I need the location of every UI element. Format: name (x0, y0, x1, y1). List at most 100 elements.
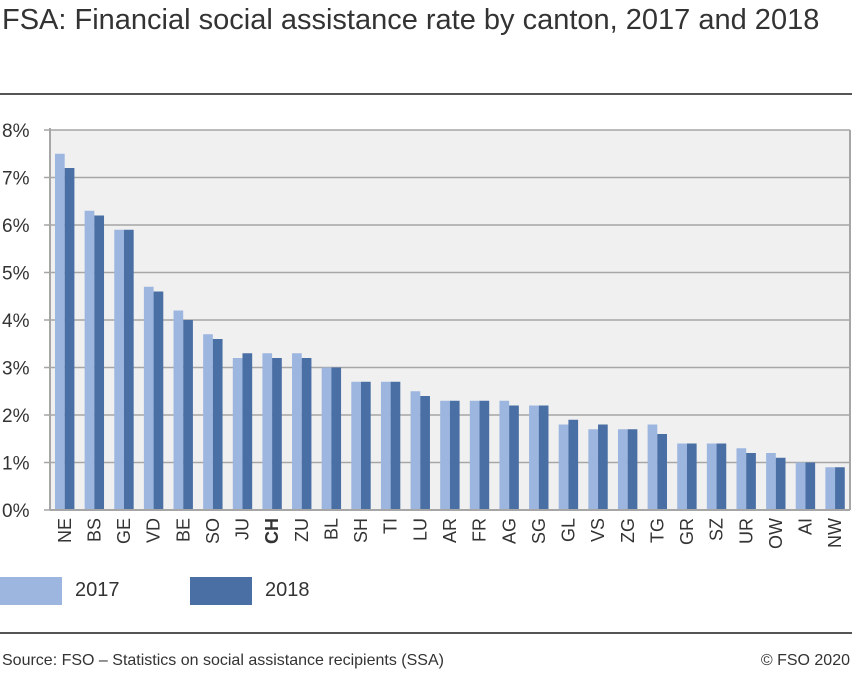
bottom-divider (0, 632, 852, 634)
x-tick-label: TG (647, 518, 667, 543)
bar-2017-NW (825, 467, 836, 510)
bar-chart: 0% 1% 2% 3% 4% 5% 6% 7% 8% NE BS GE VD BE SO JU CH ZU BL SH… (2, 121, 851, 549)
x-tick-label: AR (440, 518, 460, 543)
x-tick-label: BS (84, 518, 104, 542)
x-tick-label: TI (381, 518, 401, 534)
bar-2018-BL (331, 367, 342, 510)
bar-2018-VD (153, 291, 164, 510)
legend-swatch-2018 (190, 577, 252, 605)
x-tick-label: ZU (292, 518, 312, 542)
bar-2018-CH (272, 358, 282, 510)
bar-2018-BS (94, 215, 105, 510)
y-tick-label: 3% (2, 359, 30, 380)
bar-2017-GR (677, 443, 687, 510)
bar-2017-SO (203, 334, 213, 510)
bar-2018-ZG (627, 429, 638, 510)
x-tick-label: GL (559, 518, 579, 542)
bar-2018-JU (242, 353, 253, 510)
x-tick-label: SH (351, 518, 371, 543)
bar-2018-GL (568, 419, 579, 510)
x-tick-label: VS (588, 518, 608, 542)
chart-title: FSA: Financial social assistance rate by… (2, 4, 820, 36)
bar-2017-AI (795, 462, 806, 510)
x-tick-label: BL (321, 518, 341, 540)
bar-2018-SZ (716, 443, 727, 510)
bar-2017-UR (736, 448, 747, 510)
x-tick-label: SG (529, 518, 549, 544)
x-tick-label: GR (677, 518, 697, 545)
x-tick-label: OW (766, 518, 786, 549)
x-tick-label: BE (173, 518, 193, 542)
y-tick-label: 4% (2, 311, 30, 332)
copyright: © FSO 2020 (760, 652, 850, 669)
bar-2018-NE (64, 168, 75, 510)
x-tick-label: LU (410, 518, 430, 541)
bar-2017-AG (499, 400, 510, 510)
x-tick-label: AI (796, 518, 816, 535)
x-tick-label: SZ (707, 518, 727, 541)
bar-2018-GE (123, 229, 134, 510)
bar-2017-ZG (617, 429, 628, 510)
y-tick-label: 6% (2, 216, 30, 237)
bar-2017-VS (588, 429, 599, 510)
bar-2018-AI (805, 462, 816, 510)
bar-2018-TG (657, 434, 667, 510)
bar-2018-OW (775, 457, 786, 510)
x-tick-label: VD (144, 518, 164, 543)
bar-2017-SZ (706, 443, 717, 510)
top-divider (0, 93, 852, 95)
y-tick-label: 0% (2, 501, 30, 522)
bar-2017-VD (143, 286, 154, 510)
bar-2017-LU (410, 391, 421, 510)
x-tick-label: CH (262, 518, 282, 544)
bar-2017-GL (558, 424, 569, 510)
y-tick-label: 5% (2, 264, 30, 285)
bar-2018-GR (686, 443, 697, 510)
bar-2018-FR (479, 400, 490, 510)
bar-2017-ZU (292, 353, 302, 510)
bar-2017-AR (440, 400, 450, 510)
bar-2018-SH (360, 381, 371, 510)
bar-2017-FR (469, 400, 480, 510)
bar-2018-BE (183, 320, 193, 510)
bar-2017-SH (351, 381, 361, 510)
y-tick-label: 8% (2, 121, 30, 142)
legend-label-2018: 2018 (265, 579, 310, 601)
legend-label-2017: 2017 (75, 579, 120, 601)
bar-2018-TI (390, 381, 401, 510)
bar-2017-GE (114, 229, 124, 510)
bar-2017-BS (84, 210, 95, 510)
x-tick-label: GE (114, 518, 134, 544)
bar-2017-CH (262, 353, 273, 510)
x-tick-label: AG (499, 518, 519, 544)
x-tick-label: UR (736, 518, 756, 544)
x-tick-label: ZG (618, 518, 638, 543)
bar-2018-SO (212, 339, 223, 510)
legend-swatch-2017 (0, 577, 62, 605)
x-tick-label: NE (55, 518, 75, 543)
bar-2018-UR (746, 453, 756, 510)
bar-2017-JU (232, 358, 243, 510)
x-tick-label: FR (470, 518, 490, 542)
bar-2017-TI (380, 381, 391, 510)
y-tick-label: 2% (2, 406, 30, 427)
bar-2017-TG (647, 424, 658, 510)
bar-2018-AG (509, 405, 519, 510)
bar-2018-LU (420, 396, 430, 510)
x-tick-label: SO (203, 518, 223, 544)
bar-2017-BE (173, 310, 184, 510)
bar-2018-ZU (301, 358, 312, 510)
bar-2018-AR (449, 400, 460, 510)
source-note: Source: FSO – Statistics on social assis… (2, 652, 444, 669)
y-tick-label: 7% (2, 169, 30, 190)
bar-2017-BL (321, 367, 332, 510)
bar-2018-SG (538, 405, 549, 510)
bar-2018-NW (835, 467, 845, 510)
bar-2017-SG (529, 405, 539, 510)
x-tick-label: JU (233, 518, 253, 540)
bar-2017-NE (55, 153, 65, 510)
y-tick-label: 1% (2, 454, 30, 475)
bar-2018-VS (598, 424, 608, 510)
bar-2017-OW (766, 453, 776, 510)
